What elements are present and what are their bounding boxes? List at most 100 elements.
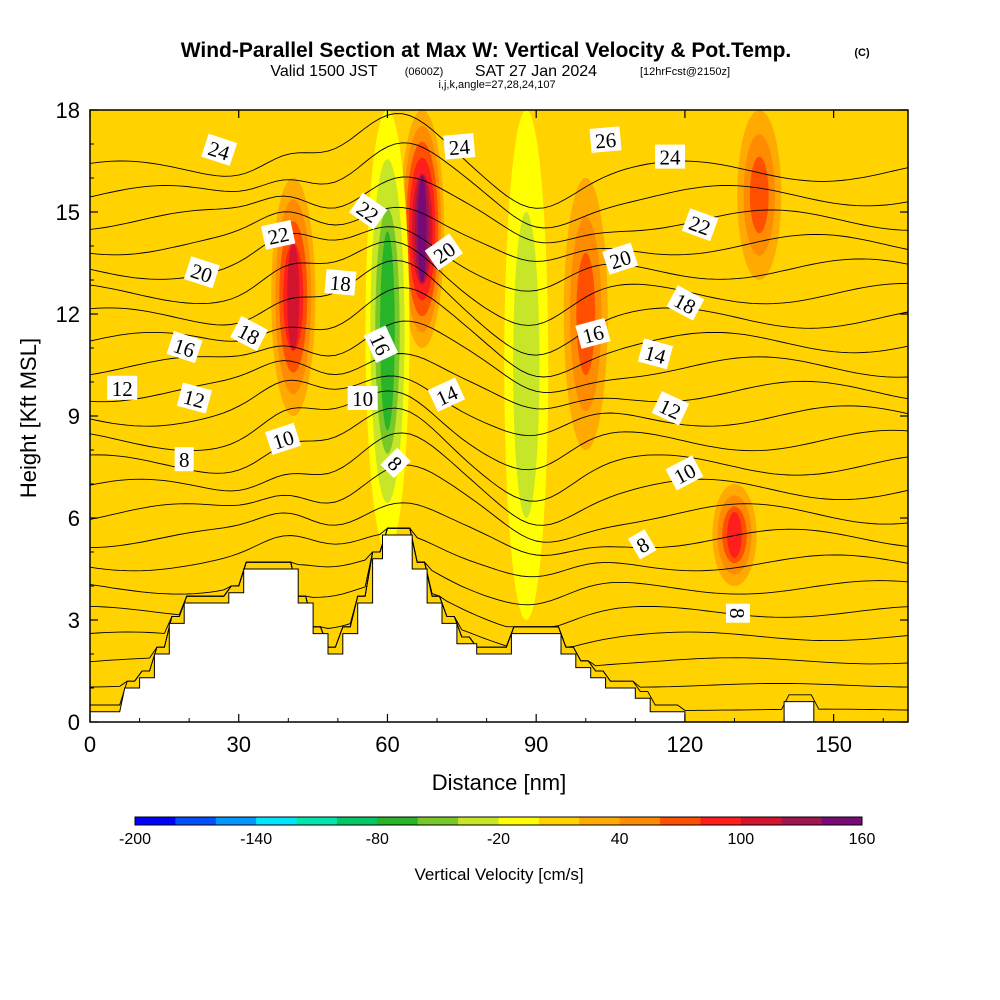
contour-label-bg — [324, 269, 357, 296]
contour-label-bg — [107, 375, 138, 400]
contour-label-17: 26 — [589, 126, 622, 153]
colorbar-swatch — [619, 817, 661, 825]
contour-label-bg — [575, 317, 611, 349]
contour-label-21: 18 — [666, 285, 705, 321]
y-tick-label: 6 — [68, 506, 80, 531]
contour-label-text: 24 — [448, 134, 472, 160]
velocity-band — [727, 512, 742, 558]
colorbar-tick-label: -200 — [119, 831, 151, 848]
contour-label-20: 20 — [602, 242, 639, 275]
colorbar-swatch — [821, 817, 863, 825]
grid-index-info: i,j,k,angle=27,28,24,107 — [438, 79, 555, 91]
colorbar-swatch — [538, 817, 580, 825]
colorbar-tick-label: -20 — [487, 831, 510, 848]
contour-label-bg — [363, 325, 399, 363]
colorbar-swatch — [781, 817, 823, 825]
colorbar-swatch — [336, 817, 378, 825]
x-tick-label: 30 — [226, 732, 250, 757]
axes: 0 30 60 90 120 150 0 3 6 9 12 15 18 — [56, 98, 908, 757]
contour-label-bg — [628, 529, 657, 560]
contour-label-text: 22 — [266, 222, 292, 250]
theta-contour-line — [90, 375, 908, 437]
y-tick-label: 18 — [56, 98, 80, 123]
colorbar-tick-label: -80 — [366, 831, 389, 848]
colorbar-tick-label: 160 — [849, 831, 876, 848]
colorbar-frame — [134, 816, 863, 826]
colorbar-swatch — [740, 817, 782, 825]
contour-label-22: 16 — [575, 317, 611, 349]
theta-contour-line — [90, 240, 908, 326]
colorbar-swatch — [700, 817, 742, 825]
velocity-band — [749, 156, 769, 234]
contour-label-bg — [176, 382, 212, 414]
theta-contour-line — [90, 287, 908, 378]
colorbar: -200 -140 -80 -20 40 100 160 — [119, 816, 876, 848]
y-tick-label: 9 — [68, 404, 80, 429]
contour-label-bg — [665, 455, 704, 491]
x-tick-label: 150 — [815, 732, 852, 757]
theta-contours — [90, 113, 908, 711]
contour-label-bg — [349, 192, 388, 230]
theta-contour-line — [90, 320, 908, 393]
theta-contour-line — [90, 527, 908, 578]
theta-contour-line — [90, 432, 908, 526]
theta-contour-line — [90, 390, 908, 471]
theta-contour-line — [90, 464, 908, 543]
colorbar-swatch — [660, 817, 701, 825]
colorbar-swatch — [458, 817, 499, 825]
contour-label-5: 12 — [107, 375, 138, 401]
contour-label-bg — [265, 422, 302, 455]
velocity-feature-6 — [504, 110, 549, 620]
theta-contour-line — [90, 502, 908, 556]
contour-label-bg — [424, 233, 464, 271]
contour-label-bg — [602, 242, 639, 275]
colorbar-swatch — [296, 817, 338, 825]
contour-label-1: 22 — [261, 219, 296, 250]
y-tick-label: 0 — [68, 710, 80, 735]
contour-label-bg — [655, 144, 686, 169]
contour-label-text: 12 — [112, 377, 133, 401]
contour-label-bg — [261, 219, 296, 250]
contour-label-text: 8 — [725, 608, 749, 619]
contour-label-10: 18 — [324, 269, 357, 296]
contour-label-bg — [183, 256, 220, 289]
velocity-band — [417, 175, 427, 283]
x-tick-label: 0 — [84, 732, 96, 757]
colorbar-swatch — [417, 817, 459, 825]
velocity-band — [576, 252, 596, 376]
valid-utc: (0600Z) — [405, 66, 444, 78]
contour-label-3: 18 — [230, 315, 268, 352]
valid-date: SAT 27 Jan 2024 — [475, 63, 597, 80]
contour-label-bg — [174, 447, 194, 472]
colorbar-tick-label: -140 — [240, 831, 272, 848]
velocity-feature-3 — [563, 178, 608, 450]
contour-label-bg — [230, 315, 268, 352]
theta-contour-line — [90, 259, 908, 356]
colorbar-swatch — [377, 817, 419, 825]
velocity-feature-5 — [737, 110, 782, 280]
theta-contour-line — [90, 176, 908, 244]
x-tick-label: 120 — [667, 732, 704, 757]
contour-label-bg — [681, 208, 719, 242]
velocity-band — [513, 212, 540, 518]
y-tick-label: 3 — [68, 608, 80, 633]
contour-label-9: 10 — [347, 386, 378, 411]
y-tick-label: 12 — [56, 302, 80, 327]
contour-label-14: 24 — [443, 133, 476, 160]
theta-contour-line — [90, 142, 908, 229]
theta-contour-line — [90, 226, 908, 292]
colorbar-tick-label: 40 — [611, 831, 629, 848]
valid-prefix: Valid 1500 JST — [270, 63, 378, 80]
velocity-feature-0 — [271, 178, 316, 416]
valid-forecast: [12hrFcst@2150z] — [640, 66, 730, 78]
contour-label-bg — [347, 386, 378, 410]
y-axis-label: Height [Kft MSL] — [16, 338, 41, 498]
terrain-profile — [90, 534, 908, 722]
theta-contour-line — [90, 527, 908, 606]
theta-contour-line — [90, 113, 908, 209]
theta-contour-line — [90, 206, 908, 262]
contour-label-text: 24 — [660, 146, 682, 170]
colorbar-swatch — [135, 817, 176, 825]
